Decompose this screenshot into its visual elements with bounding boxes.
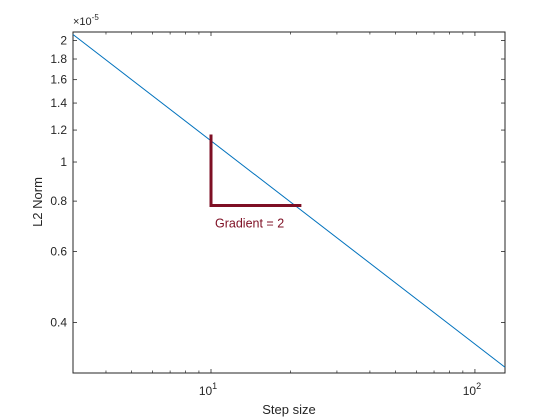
y-tick-label: 2 [60, 34, 67, 48]
y-exponent-power: -5 [92, 13, 100, 22]
x-axis-label: Step size [262, 402, 315, 417]
y-tick-label: 0.6 [50, 245, 67, 259]
y-tick-label: 1.2 [50, 123, 67, 137]
gradient-annotation: Gradient = 2 [215, 217, 284, 231]
x-tick-base: 10 [463, 384, 477, 398]
y-tick-label: 1.6 [50, 73, 67, 87]
y-exponent-base: ×10 [73, 16, 92, 28]
x-tick-power: 2 [476, 381, 481, 391]
y-tick-label: 0.4 [50, 316, 67, 330]
x-tick-label: 102 [463, 381, 481, 398]
x-tick-power: 1 [212, 381, 217, 391]
y-tick-label: 1.4 [50, 96, 67, 110]
plot-area [72, 31, 506, 374]
series-line [72, 34, 506, 368]
y-exponent: ×10-5 [73, 13, 99, 28]
x-tick-label: 101 [199, 381, 217, 398]
y-tick-label: 0.8 [50, 194, 67, 208]
gradient-triangle [209, 134, 302, 208]
x-tick-base: 10 [199, 384, 213, 398]
y-tick-label: 1.8 [50, 52, 67, 66]
y-tick-label: 1 [60, 155, 67, 169]
y-axis-label: L2 Norm [30, 177, 45, 227]
